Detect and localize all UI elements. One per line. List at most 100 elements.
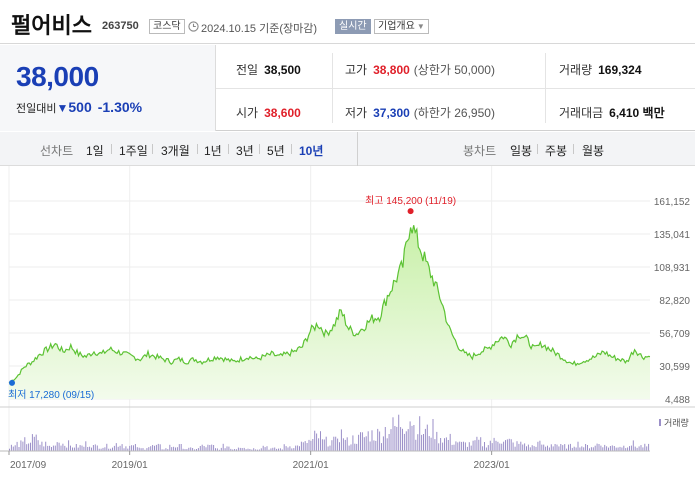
volume-bar: [371, 430, 373, 451]
volume-bar: [121, 444, 123, 451]
volume-bar: [186, 449, 188, 451]
period-1w[interactable]: 1주일: [119, 144, 148, 158]
candle-weekly[interactable]: 주봉: [545, 144, 568, 158]
volume-bar: [136, 447, 138, 451]
volume-bar: [51, 447, 52, 451]
volume-bar: [493, 437, 495, 451]
amount-value: 6,410: [609, 106, 640, 120]
volume-bar: [321, 439, 323, 451]
volume-bar: [54, 445, 56, 451]
summary-divider: [216, 88, 695, 89]
volume-bar: [461, 441, 463, 451]
volume-bar: [264, 447, 266, 451]
period-3m[interactable]: 3개월: [161, 144, 190, 158]
volume-bar: [203, 446, 205, 451]
volume-bar: [463, 441, 464, 451]
volume-bar: [176, 447, 178, 451]
volume-bar: [196, 449, 197, 451]
period-5y[interactable]: 5년: [267, 144, 285, 158]
volume-bar: [577, 441, 579, 451]
volume-bar: [644, 443, 646, 451]
volume-bar: [585, 444, 587, 451]
realtime-button[interactable]: 실시간: [335, 19, 371, 34]
volume-bar: [260, 448, 262, 451]
volume-bar: [115, 443, 117, 451]
company-overview-button[interactable]: 기업개요 ▼: [374, 19, 429, 34]
volume-bar: [22, 441, 24, 451]
max-marker: [407, 208, 414, 215]
low-label: 저가: [345, 106, 368, 120]
candle-monthly[interactable]: 월봉: [582, 144, 605, 158]
volume-bar: [552, 446, 554, 451]
volume-bar: [531, 445, 533, 451]
period-1y[interactable]: 1년: [204, 144, 222, 158]
volume-bar: [592, 447, 594, 451]
volume-bar: [405, 431, 407, 451]
volume-bar: [24, 437, 26, 451]
volume-bar: [72, 447, 73, 451]
volume-bar: [112, 447, 113, 451]
volume-bar: [325, 436, 327, 451]
volume-bar: [403, 433, 405, 451]
volume-bar: [283, 444, 285, 451]
volume-bar: [159, 444, 161, 451]
volume-bar: [56, 442, 58, 451]
volume-bar: [192, 448, 194, 451]
volume-bar: [184, 449, 186, 451]
volume-bar: [232, 449, 234, 451]
volume-bar: [169, 444, 171, 451]
volume-bar: [501, 443, 503, 451]
volume-bar: [216, 448, 218, 451]
volume-bar: [85, 441, 87, 451]
volume-bar: [524, 443, 526, 451]
volume-bar: [178, 444, 180, 451]
volume-bar: [466, 446, 468, 451]
volume-bar: [81, 445, 83, 451]
high-price: 고가 38,800 (상한가 50,000): [345, 61, 495, 78]
separator: [537, 144, 538, 154]
volume-bar: [459, 441, 461, 451]
volume-bar: [230, 448, 232, 451]
price-summary: 38,000 전일대비▼500 -1.30% 전일 38,500 고가 38,800(…: [0, 45, 695, 131]
volume-bar: [518, 443, 520, 451]
volume-bar: [287, 447, 289, 451]
volume-bar: [142, 448, 144, 451]
volume-bar: [489, 440, 491, 451]
volume-bar: [270, 448, 272, 451]
period-3y[interactable]: 3년: [236, 144, 254, 158]
volume-bar: [39, 444, 41, 451]
volume-bar: [66, 447, 68, 451]
volume-bar: [598, 444, 600, 451]
volume-bar: [33, 436, 35, 451]
price-chart[interactable]: 161,152 135,041 108,931 82,820 56,709 30,599 4…: [0, 166, 695, 483]
amount-label: 거래대금: [559, 106, 604, 120]
volume-bar: [96, 445, 98, 451]
volume-bar: [211, 444, 213, 451]
x-tick-label: 2017/09: [10, 460, 47, 471]
volume-bar: [9, 448, 10, 451]
volume-bar: [323, 439, 325, 451]
volume-bar: [247, 448, 249, 451]
volume-bar: [129, 445, 131, 451]
volume-bar: [423, 434, 424, 451]
volume-bar: [575, 447, 577, 451]
volume-bar: [617, 447, 619, 451]
volume-bar: [77, 447, 79, 451]
candle-daily[interactable]: 일봉: [510, 144, 533, 158]
volume-bar: [161, 449, 163, 451]
volume-bar: [14, 445, 16, 451]
volume-bar: [482, 446, 484, 451]
volume-bar: [60, 445, 62, 451]
volume-bar: [30, 442, 31, 451]
period-bar: 선차트 1일 1주일 3개월 1년 3년 5년 10년 봉차트 일봉 주봉 월봉: [0, 132, 695, 166]
period-10y[interactable]: 10년: [299, 144, 324, 158]
volume-bar: [468, 442, 470, 451]
volume-bar: [363, 437, 365, 451]
volume-bar: [541, 444, 543, 451]
x-tick-label: 2023/01: [474, 460, 511, 471]
volume-bar: [609, 446, 611, 451]
volume-bar: [167, 449, 169, 451]
volume-bar: [579, 447, 581, 451]
market-badge: 코스닥: [149, 19, 185, 34]
period-1d[interactable]: 1일: [86, 144, 104, 158]
